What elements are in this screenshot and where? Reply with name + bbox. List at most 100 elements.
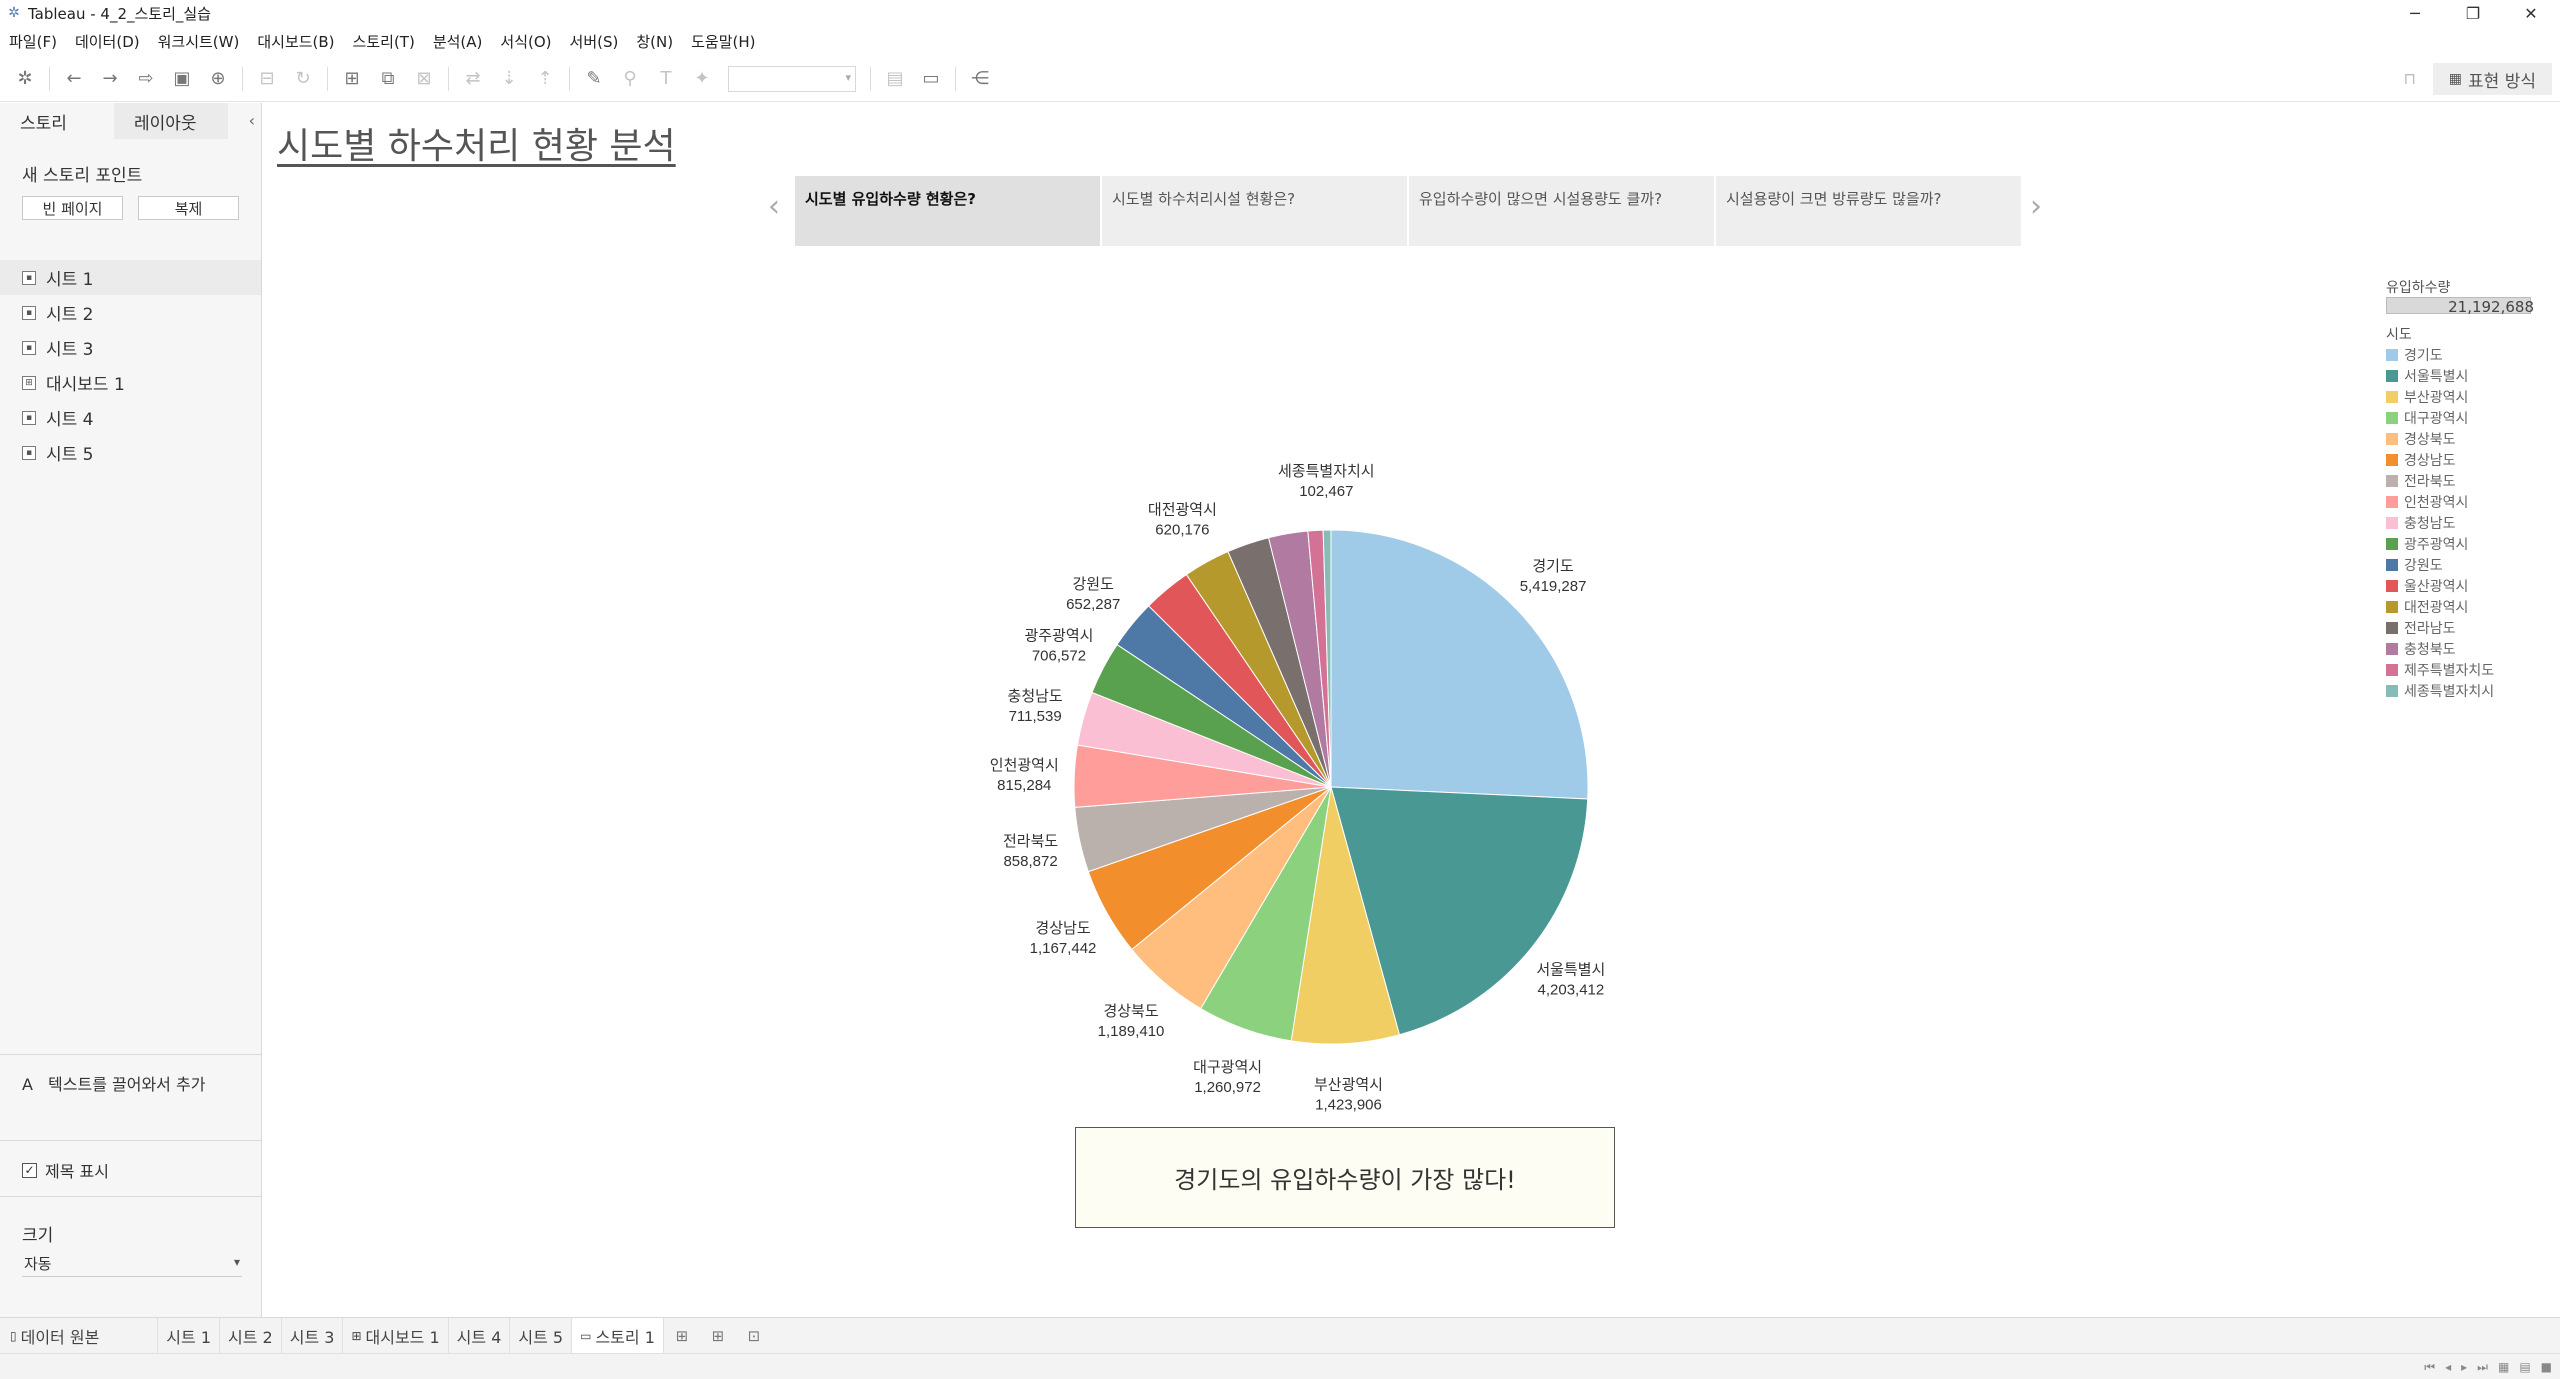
legend-item[interactable]: 대전광역시	[2386, 596, 2556, 617]
tab-sheet-3[interactable]: 시트 3	[282, 1317, 344, 1354]
menu-analysis[interactable]: 분석(A)	[432, 32, 483, 51]
show-title-checkbox[interactable]: ✓	[22, 1162, 37, 1178]
tab-story-1[interactable]: ▭ 스토리 1	[572, 1317, 664, 1354]
clear-sheet-icon[interactable]: ⊠	[416, 68, 432, 89]
sort-ascending-icon[interactable]: ⇣	[501, 68, 517, 89]
pie-slice[interactable]	[1322, 529, 1332, 788]
new-worksheet-tab-icon[interactable]: ⊞	[675, 1326, 689, 1345]
tab-story[interactable]: 스토리	[0, 103, 114, 139]
tab-layout[interactable]: 레이아웃	[114, 103, 228, 139]
share-icon[interactable]: ⋲	[971, 68, 989, 89]
sheet-item-3[interactable]: ▪ 시트 3	[0, 330, 261, 365]
tab-dashboard-1[interactable]: ⊞ 대시보드 1	[343, 1317, 449, 1354]
sort-descending-icon[interactable]: ⇡	[537, 68, 553, 89]
legend-item[interactable]: 광주광역시	[2386, 533, 2556, 554]
group-icon[interactable]: ⚲	[623, 68, 637, 89]
minimize-button[interactable]: ─	[2410, 3, 2420, 23]
collapse-sidebar-icon[interactable]: ‹	[248, 111, 255, 130]
new-data-source-icon[interactable]: ⊕	[210, 68, 226, 89]
fit-dropdown[interactable]	[728, 65, 856, 92]
pie-slice[interactable]	[1290, 786, 1401, 1045]
close-button[interactable]: ✕	[2524, 3, 2538, 23]
next-page-icon[interactable]: ▸	[2461, 1360, 2468, 1374]
menu-data[interactable]: 데이터(D)	[74, 32, 140, 51]
tab-sheet-4[interactable]: 시트 4	[449, 1317, 511, 1354]
legend-item[interactable]: 대구광역시	[2386, 407, 2556, 428]
legend-item[interactable]: 제주특별자치도	[2386, 659, 2556, 680]
legend-item[interactable]: 세종특별자치시	[2386, 680, 2556, 701]
pie-slice[interactable]	[1330, 786, 1589, 1036]
sheet-item-2[interactable]: ▪ 시트 2	[0, 295, 261, 330]
duplicate-button[interactable]: 복제	[138, 196, 239, 220]
sheet-sorter-icon[interactable]: ▦	[2497, 1360, 2510, 1374]
sheet-item-dashboard-1[interactable]: ⊞ 대시보드 1	[0, 365, 261, 400]
legend-item[interactable]: 전라남도	[2386, 617, 2556, 638]
prev-page-icon[interactable]: ◂	[2445, 1360, 2452, 1374]
legend-item[interactable]: 서울특별시	[2386, 365, 2556, 386]
story-point-2[interactable]: 시도별 하수처리시설 현황은?	[1102, 176, 1407, 246]
replay-icon[interactable]: ⇨	[138, 68, 154, 89]
story-point-4[interactable]: 시설용량이 크면 방류량도 많을까?	[1716, 176, 2021, 246]
menu-dashboard[interactable]: 대시보드(B)	[257, 32, 335, 51]
pin-icon[interactable]: ✦	[694, 68, 710, 89]
filmstrip-icon[interactable]: ▤	[2519, 1360, 2531, 1374]
menu-format[interactable]: 서식(O)	[500, 32, 552, 51]
refresh-icon[interactable]: ↻	[295, 68, 311, 89]
duplicate-icon[interactable]: ⧉	[381, 68, 395, 89]
legend-item[interactable]: 전라북도	[2386, 470, 2556, 491]
undo-icon[interactable]: ←	[66, 68, 82, 89]
tab-sheet-5[interactable]: 시트 5	[510, 1317, 573, 1354]
legend-item[interactable]: 경상북도	[2386, 428, 2556, 449]
first-page-icon[interactable]: ⏮	[2424, 1360, 2436, 1374]
legend-item[interactable]: 울산광역시	[2386, 575, 2556, 596]
tab-sheet-1[interactable]: 시트 1	[158, 1317, 221, 1354]
next-point-arrow-icon[interactable]: ›	[2030, 189, 2042, 224]
legend-item[interactable]: 경기도	[2386, 344, 2556, 365]
tabs-view-icon[interactable]: ■	[2540, 1360, 2552, 1374]
menu-story[interactable]: 스토리(T)	[352, 32, 415, 51]
size-dropdown[interactable]: 자동	[22, 1253, 242, 1277]
menu-window[interactable]: 창(N)	[636, 32, 674, 51]
menu-help[interactable]: 도움말(H)	[691, 32, 756, 51]
redo-icon[interactable]: →	[102, 68, 118, 89]
last-page-icon[interactable]: ⏭	[2477, 1360, 2488, 1374]
sheet-item-5[interactable]: ▪ 시트 5	[0, 435, 261, 470]
save-icon[interactable]: ▣	[173, 68, 191, 89]
new-worksheet-icon[interactable]: ⊞	[344, 68, 360, 89]
legend-item[interactable]: 부산광역시	[2386, 386, 2556, 407]
show-title-toggle[interactable]: ✓ 제목 표시	[22, 1158, 109, 1182]
story-title[interactable]: 시도별 하수처리 현황 분석	[277, 126, 676, 167]
tab-sheet-2[interactable]: 시트 2	[220, 1317, 282, 1354]
show-me-button[interactable]: ▦ 표현 방식	[2432, 63, 2552, 95]
maximize-button[interactable]: ❐	[2465, 3, 2481, 23]
blank-page-button[interactable]: 빈 페이지	[22, 196, 123, 220]
legend-item[interactable]: 인천광역시	[2386, 491, 2556, 512]
highlight-icon[interactable]: ✎	[586, 68, 602, 89]
new-story-tab-icon[interactable]: ⊡	[747, 1326, 761, 1345]
story-caption[interactable]: 경기도의 유입하수량이 가장 많다!	[1075, 1127, 1615, 1228]
show-cards-icon[interactable]: ▤	[886, 68, 904, 89]
drag-text-object[interactable]: A 텍스트를 끌어와서 추가	[22, 1071, 205, 1095]
menu-server[interactable]: 서버(S)	[569, 32, 619, 51]
legend-swatch	[2386, 390, 2398, 403]
legend-item[interactable]: 충청북도	[2386, 638, 2556, 659]
legend-item[interactable]: 강원도	[2386, 554, 2556, 575]
sheet-item-4[interactable]: ▪ 시트 4	[0, 400, 261, 435]
pie-slice[interactable]	[1330, 529, 1589, 800]
story-point-1[interactable]: 시도별 유입하수량 현황은?	[795, 176, 1100, 246]
previous-point-arrow-icon[interactable]: ‹	[768, 189, 780, 224]
swap-icon[interactable]: ⇄	[465, 68, 481, 89]
legend-item[interactable]: 충청남도	[2386, 512, 2556, 533]
menu-file[interactable]: 파일(F)	[9, 32, 57, 51]
label-icon[interactable]: T	[660, 68, 672, 89]
story-point-3[interactable]: 유입하수량이 많으면 시설용량도 클까?	[1409, 176, 1714, 246]
legend-item[interactable]: 경상남도	[2386, 449, 2556, 470]
new-dashboard-tab-icon[interactable]: ⊞	[711, 1326, 725, 1345]
presentation-mode-icon[interactable]: ▭	[922, 68, 940, 89]
format-painter-icon[interactable]: ⊓	[2403, 69, 2416, 88]
pause-updates-icon[interactable]: ⊟	[259, 68, 275, 89]
menu-worksheet[interactable]: 워크시트(W)	[157, 32, 240, 51]
sheet-item-1[interactable]: ▪ 시트 1	[0, 260, 261, 295]
tableau-home-icon[interactable]: ✲	[17, 68, 33, 89]
tab-data-source[interactable]: ▯ 데이터 원본	[0, 1317, 159, 1354]
